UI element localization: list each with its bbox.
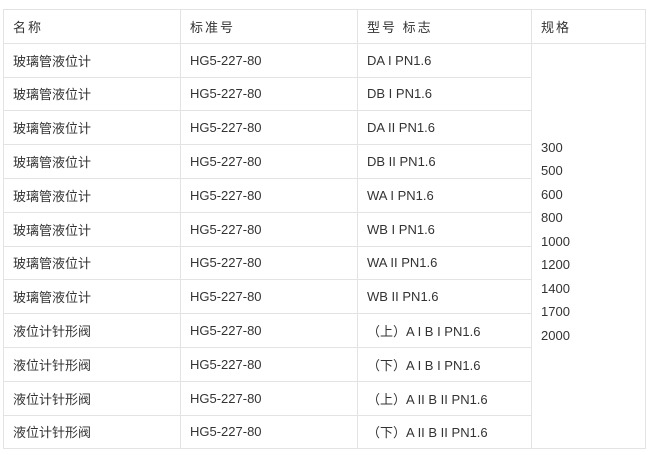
- standard-cell: HG5-227-80: [180, 144, 358, 179]
- standard-cell: HG5-227-80: [180, 279, 358, 315]
- spec-value: 2000: [541, 327, 570, 343]
- spec-value: 800: [541, 210, 563, 226]
- name-cell: 玻璃管液位计: [3, 76, 181, 112]
- spec-table: 名称 标准号 型号 标志 规格 玻璃管液位计 HG5-227-80 DA I PN1…: [3, 9, 646, 450]
- model-cell: DA II PN1.6: [357, 110, 532, 146]
- model-cell: DB I PN1.6: [357, 76, 532, 112]
- spec-value: 600: [541, 186, 563, 202]
- header-standard: 标准号: [180, 9, 358, 44]
- name-cell: 玻璃管液位计: [3, 279, 181, 315]
- model-cell: WA II PN1.6: [357, 245, 532, 281]
- table-row: 玻璃管液位计 HG5-227-80 WB II PN1.6: [3, 279, 646, 315]
- spec-cell: 300 500 600 800 1000 1200 1400 1700 2000: [531, 42, 646, 450]
- spec-value: 1200: [541, 257, 570, 273]
- standard-cell: HG5-227-80: [180, 110, 358, 146]
- table-row: 玻璃管液位计 HG5-227-80 WA II PN1.6: [3, 245, 646, 281]
- standard-cell: HG5-227-80: [180, 245, 358, 281]
- name-cell: 玻璃管液位计: [3, 211, 181, 247]
- model-cell: （上）A I B I PN1.6: [357, 313, 532, 348]
- model-cell: WB II PN1.6: [357, 279, 532, 315]
- table-row: 玻璃管液位计 HG5-227-80 DA II PN1.6: [3, 110, 646, 146]
- name-cell: 液位计针形阀: [3, 346, 181, 382]
- spec-value: 500: [541, 163, 563, 179]
- name-cell: 玻璃管液位计: [3, 177, 181, 213]
- model-cell: WA I PN1.6: [357, 177, 532, 213]
- name-cell: 玻璃管液位计: [3, 245, 181, 281]
- standard-cell: HG5-227-80: [180, 177, 358, 213]
- name-cell: 液位计针形阀: [3, 313, 181, 348]
- table-row: 液位计针形阀 HG5-227-80 （下）A II B II PN1.6: [3, 414, 646, 450]
- standard-cell: HG5-227-80: [180, 76, 358, 112]
- model-cell: （下）A I B I PN1.6: [357, 346, 532, 382]
- standard-cell: HG5-227-80: [180, 211, 358, 247]
- standard-cell: HG5-227-80: [180, 313, 358, 348]
- name-cell: 玻璃管液位计: [3, 110, 181, 146]
- table-row: 玻璃管液位计 HG5-227-80 WB I PN1.6: [3, 211, 646, 247]
- model-cell: WB I PN1.6: [357, 211, 532, 247]
- spec-value: 1400: [541, 280, 570, 296]
- model-cell: （上）A II B II PN1.6: [357, 380, 532, 416]
- table-row: 玻璃管液位计 HG5-227-80 DB I PN1.6: [3, 76, 646, 112]
- model-cell: （下）A II B II PN1.6: [357, 414, 532, 450]
- model-cell: DA I PN1.6: [357, 42, 532, 78]
- model-cell: DB II PN1.6: [357, 144, 532, 179]
- header-spec: 规格: [531, 9, 646, 44]
- header-name: 名称: [3, 9, 181, 44]
- standard-cell: HG5-227-80: [180, 346, 358, 382]
- table-row: 玻璃管液位计 HG5-227-80 WA I PN1.6: [3, 177, 646, 213]
- table-row: 玻璃管液位计 HG5-227-80 DA I PN1.6 300 500 600 800 10…: [3, 42, 646, 450]
- name-cell: 玻璃管液位计: [3, 144, 181, 179]
- header-row: 名称 标准号 型号 标志 规格: [3, 9, 646, 44]
- table-row: 液位计针形阀 HG5-227-80 （上）A II B II PN1.6: [3, 380, 646, 416]
- spec-value: 1000: [541, 233, 570, 249]
- header-model: 型号 标志: [357, 9, 532, 44]
- spec-value: 1700: [541, 304, 570, 320]
- name-cell: 液位计针形阀: [3, 380, 181, 416]
- standard-cell: HG5-227-80: [180, 380, 358, 416]
- table-row: 液位计针形阀 HG5-227-80 （下）A I B I PN1.6: [3, 346, 646, 382]
- spec-value: 300: [541, 139, 563, 155]
- name-cell: 玻璃管液位计: [3, 42, 181, 78]
- table-row: 玻璃管液位计 HG5-227-80 DB II PN1.6: [3, 144, 646, 179]
- name-cell: 液位计针形阀: [3, 414, 181, 450]
- standard-cell: HG5-227-80: [180, 414, 358, 450]
- table-row: 液位计针形阀 HG5-227-80 （上）A I B I PN1.6: [3, 313, 646, 348]
- standard-cell: HG5-227-80: [180, 42, 358, 78]
